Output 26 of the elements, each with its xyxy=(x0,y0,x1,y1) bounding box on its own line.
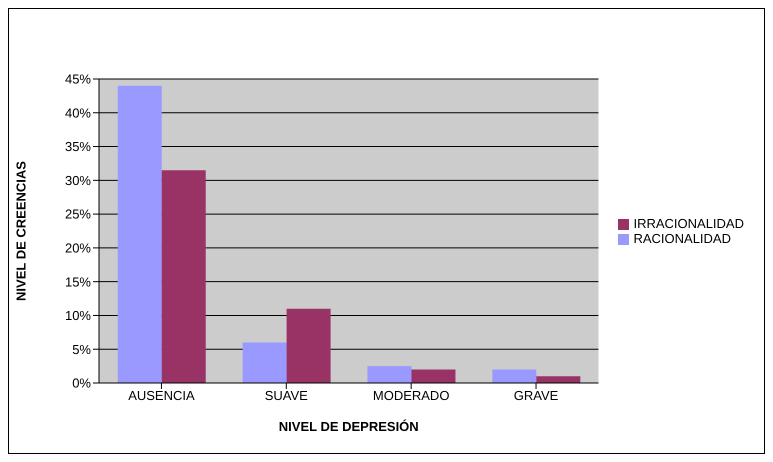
y-tick-label: 35% xyxy=(64,139,92,154)
x-tick-label: SUAVE xyxy=(264,388,308,404)
bar xyxy=(492,369,536,383)
bar xyxy=(367,366,412,383)
bar xyxy=(162,170,206,383)
y-tick-label: 0% xyxy=(72,376,92,391)
bar xyxy=(286,308,331,383)
x-tick-label: MODERADO xyxy=(372,388,450,404)
legend-label: IRRACIONALIDAD xyxy=(633,216,744,231)
y-tick-label: 5% xyxy=(72,342,92,357)
bar xyxy=(536,376,580,383)
y-tick-label: 10% xyxy=(64,308,92,324)
bar xyxy=(242,342,287,383)
bar xyxy=(411,369,456,383)
legend-label: RACIONALIDAD xyxy=(633,231,731,246)
y-axis-title: NIVEL DE CREENCIAS xyxy=(14,160,29,301)
bar xyxy=(118,86,162,383)
x-axis-title: NIVEL DE DEPRESIÓN xyxy=(278,419,419,434)
x-tick-label: GRAVE xyxy=(514,388,559,404)
y-tick-label: 30% xyxy=(64,172,92,188)
y-tick-label: 25% xyxy=(64,206,92,222)
y-tick-label: 45% xyxy=(64,72,92,87)
x-tick-label: AUSENCIA xyxy=(128,388,195,404)
y-tick-label: 15% xyxy=(64,274,92,290)
y-tick-label: 40% xyxy=(64,105,92,120)
y-tick-label: 20% xyxy=(64,240,92,256)
